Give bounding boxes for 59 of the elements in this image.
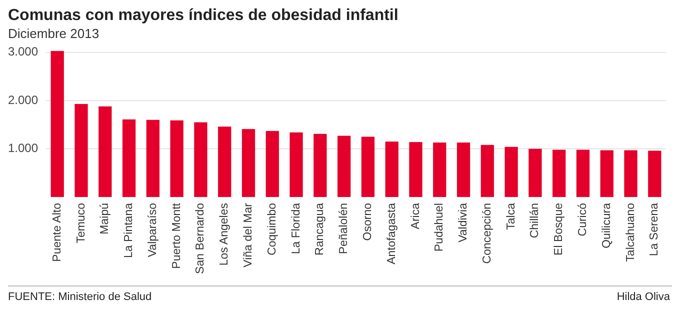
x-tick-label: El Bosque bbox=[553, 203, 566, 256]
bar bbox=[218, 126, 232, 197]
bar bbox=[600, 150, 614, 197]
chart-title: Comunas con mayores índices de obesidad infantil bbox=[8, 7, 398, 24]
bar bbox=[385, 142, 398, 197]
x-tick-label: Curicó bbox=[577, 203, 590, 236]
x-tick-label: Puerto Montt bbox=[170, 202, 183, 269]
bar bbox=[337, 136, 351, 197]
text: Hilda Oliva bbox=[616, 291, 671, 303]
y-tick-label: 2.000 bbox=[8, 92, 38, 107]
x-tick-label: Osorno bbox=[362, 203, 374, 241]
x-tick-label: Pudahuel bbox=[434, 203, 446, 252]
x-tick-label: Los Angeles bbox=[218, 202, 231, 266]
bar bbox=[194, 122, 208, 197]
x-tick-label: Coquimbo bbox=[266, 203, 278, 256]
x-tick-label: Concepción bbox=[481, 203, 494, 264]
bar bbox=[576, 150, 590, 197]
x-tick-label: Valparaíso bbox=[146, 203, 159, 258]
x-tick-label: Chillán bbox=[529, 203, 542, 238]
x-tick-label: Peñalolén bbox=[338, 203, 350, 254]
y-tick-label: 3.000 bbox=[8, 44, 38, 59]
x-tick-label: Antofagasta bbox=[386, 202, 398, 264]
bar bbox=[146, 120, 160, 197]
bar bbox=[409, 142, 422, 197]
bar bbox=[504, 146, 518, 197]
bar bbox=[528, 148, 542, 197]
bar bbox=[50, 50, 64, 197]
bar bbox=[314, 134, 327, 197]
chart-subtitle: Diciembre 2013 bbox=[8, 26, 100, 41]
x-tick-label: San Bernardo bbox=[194, 203, 207, 274]
bar bbox=[290, 132, 303, 197]
bar bbox=[624, 150, 638, 197]
bar bbox=[648, 150, 662, 197]
bar bbox=[456, 142, 470, 197]
x-tick-label: La Florida bbox=[290, 202, 302, 254]
x-tick-label: Puente Alto bbox=[51, 203, 64, 262]
x-tick-label: Quilicura bbox=[600, 202, 613, 248]
x-tick-label: La Pintana bbox=[123, 202, 136, 258]
y-tick-label: 1.000 bbox=[8, 140, 38, 155]
bar bbox=[266, 130, 279, 197]
bar bbox=[98, 106, 112, 197]
bar bbox=[170, 120, 184, 197]
bar bbox=[242, 129, 256, 197]
x-tick-label: Temuco bbox=[75, 203, 88, 244]
bar bbox=[361, 136, 375, 197]
x-tick-label: Rancagua bbox=[314, 202, 326, 256]
bar bbox=[74, 104, 88, 197]
x-tick-label: Viña del Mar bbox=[242, 202, 255, 268]
x-tick-label: Arica bbox=[410, 202, 422, 230]
source-note: FUENTE: Ministerio de Salud bbox=[8, 291, 152, 303]
bar bbox=[552, 150, 566, 197]
x-tick-label: Talca bbox=[505, 202, 518, 230]
x-tick-label: Maipú bbox=[99, 203, 112, 234]
x-tick-label: Valdivia bbox=[458, 202, 470, 242]
bar bbox=[480, 144, 494, 197]
bar bbox=[122, 119, 136, 197]
x-tick-label: La Serena bbox=[648, 202, 661, 256]
bar bbox=[433, 142, 446, 197]
x-tick-label: Talcahuano bbox=[624, 203, 637, 262]
